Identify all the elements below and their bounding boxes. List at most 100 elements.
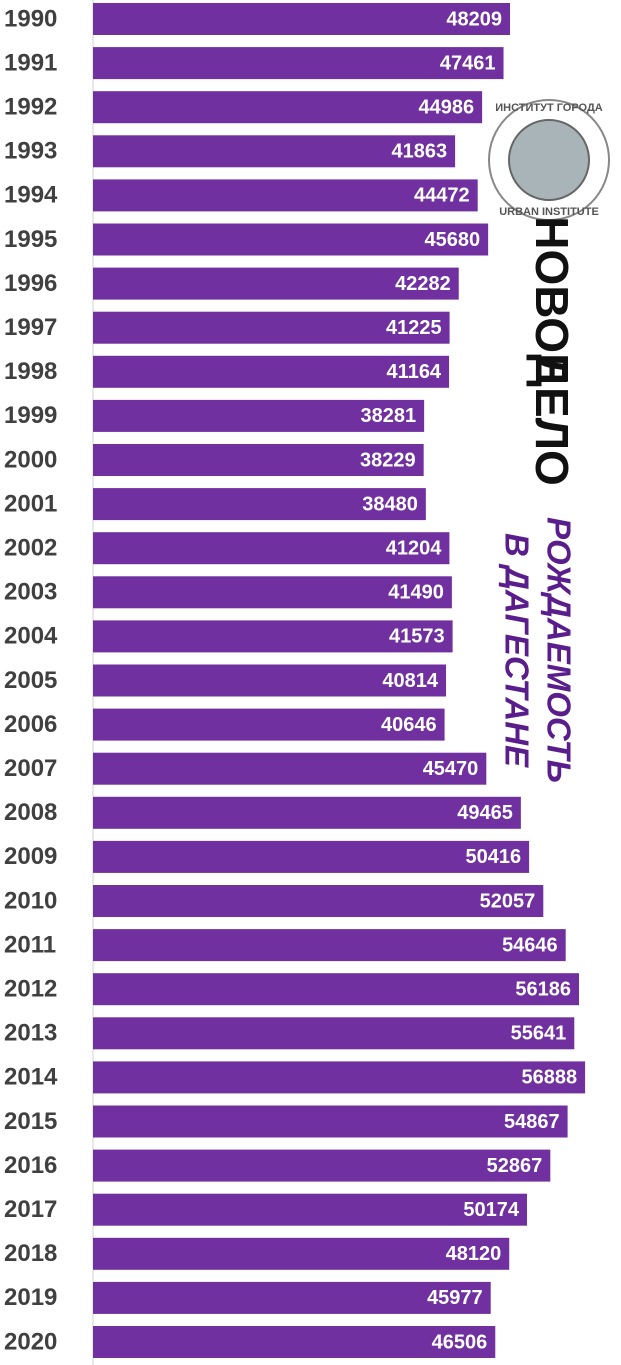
value-label: 38229 [360, 449, 416, 471]
value-label: 46506 [432, 1331, 488, 1353]
value-label: 45977 [427, 1287, 483, 1309]
bar [93, 179, 478, 212]
y-tick-label: 1999 [4, 402, 57, 429]
y-tick-label: 2020 [4, 1328, 57, 1355]
bar [93, 355, 450, 388]
value-label: 47461 [440, 52, 496, 74]
bar [93, 3, 511, 35]
value-label: 40814 [382, 670, 438, 692]
value-label: 45680 [425, 229, 481, 251]
y-tick-label: 2000 [4, 446, 57, 473]
bar [93, 1017, 575, 1050]
bar [93, 1326, 496, 1358]
y-tick-label: 2016 [4, 1152, 57, 1179]
bar [93, 1237, 510, 1270]
value-label: 41863 [391, 141, 447, 163]
value-label: 48209 [446, 8, 502, 30]
bar [93, 929, 566, 962]
bar [93, 399, 425, 432]
bar [93, 1193, 528, 1226]
value-label: 38281 [361, 405, 417, 427]
logo-center [508, 119, 590, 201]
y-tick-label: 1990 [4, 5, 57, 32]
y-tick-label: 2013 [4, 1020, 57, 1047]
bar [93, 223, 489, 256]
y-tick-label: 2001 [4, 490, 57, 517]
bar [93, 91, 483, 124]
value-label: 44986 [419, 96, 475, 118]
bar [93, 664, 447, 697]
value-label: 41573 [389, 626, 445, 648]
value-label: 56888 [521, 1067, 577, 1089]
logo-ring [488, 99, 610, 221]
y-tick-label: 2008 [4, 799, 57, 826]
value-label: 41204 [386, 537, 442, 559]
value-label: 54646 [502, 934, 558, 956]
y-tick-label: 1998 [4, 358, 57, 385]
value-label: 45470 [423, 758, 479, 780]
y-tick-label: 2019 [4, 1284, 57, 1311]
y-tick-label: 2014 [4, 1064, 58, 1091]
bar [93, 840, 530, 873]
y-tick-label: 2003 [4, 579, 57, 606]
y-tick-label: 2011 [4, 931, 56, 958]
logo-text: URBAN INSTITUTE [499, 206, 599, 218]
y-tick-label: 2002 [4, 535, 57, 562]
value-label: 44472 [414, 185, 470, 207]
bar [93, 444, 424, 476]
value-label: 48120 [446, 1243, 502, 1265]
value-label: 54867 [504, 1111, 560, 1133]
bar [93, 1149, 551, 1182]
value-label: 50416 [465, 846, 521, 868]
bar [93, 47, 504, 80]
value-label: 41164 [387, 361, 442, 383]
bar [93, 1281, 491, 1314]
bar [93, 311, 450, 344]
bar [93, 708, 445, 741]
y-tick-label: 2006 [4, 711, 57, 738]
y-tick-label: 1997 [4, 314, 57, 341]
chart-title: РОЖДАЕМОСТЬ [540, 517, 577, 783]
chart-title: В ДАГЕСТАНЕ [498, 533, 535, 768]
value-label: 56186 [515, 978, 571, 1000]
y-tick-label: 1995 [4, 226, 57, 253]
institute-logo: ИНСТИТУТ ГОРОДА URBAN INSTITUTE [488, 99, 610, 221]
value-label: 42282 [395, 273, 451, 295]
bar [93, 576, 452, 609]
bar [93, 796, 521, 829]
value-label: 52867 [487, 1155, 543, 1177]
value-label: 41490 [388, 582, 444, 604]
value-label: 49465 [457, 802, 513, 824]
value-label: 40646 [381, 714, 437, 736]
value-label: 38480 [362, 493, 418, 515]
bar [93, 135, 456, 168]
bar [93, 267, 459, 300]
value-label: 50174 [463, 1199, 519, 1221]
y-tick-label: 1993 [4, 138, 57, 165]
value-label: 55641 [511, 1023, 567, 1045]
y-tick-label: 2005 [4, 667, 57, 694]
y-tick-label: 1991 [4, 49, 57, 76]
y-tick-label: 1994 [4, 182, 58, 209]
y-tick-label: 2018 [4, 1240, 57, 1267]
bar [93, 1105, 568, 1138]
y-tick-label: 1996 [4, 270, 57, 297]
bar [93, 1061, 586, 1094]
bar [93, 752, 487, 785]
value-label: 52057 [480, 890, 536, 912]
y-tick-label: 2007 [4, 755, 57, 782]
y-tick-label: 2017 [4, 1196, 57, 1223]
y-tick-label: 2004 [4, 623, 58, 650]
y-tick-label: 2009 [4, 843, 57, 870]
bar [93, 973, 580, 1006]
logo-text: ИНСТИТУТ ГОРОДА [495, 102, 603, 114]
bar [93, 620, 453, 653]
y-tick-label: 2010 [4, 887, 57, 914]
logo-text: НОВОЕ [526, 216, 578, 384]
y-tick-label: 2012 [4, 976, 57, 1003]
value-label: 41225 [386, 317, 442, 339]
y-tick-label: 1992 [4, 94, 57, 121]
bar [93, 885, 544, 917]
y-tick-label: 2015 [4, 1108, 57, 1135]
